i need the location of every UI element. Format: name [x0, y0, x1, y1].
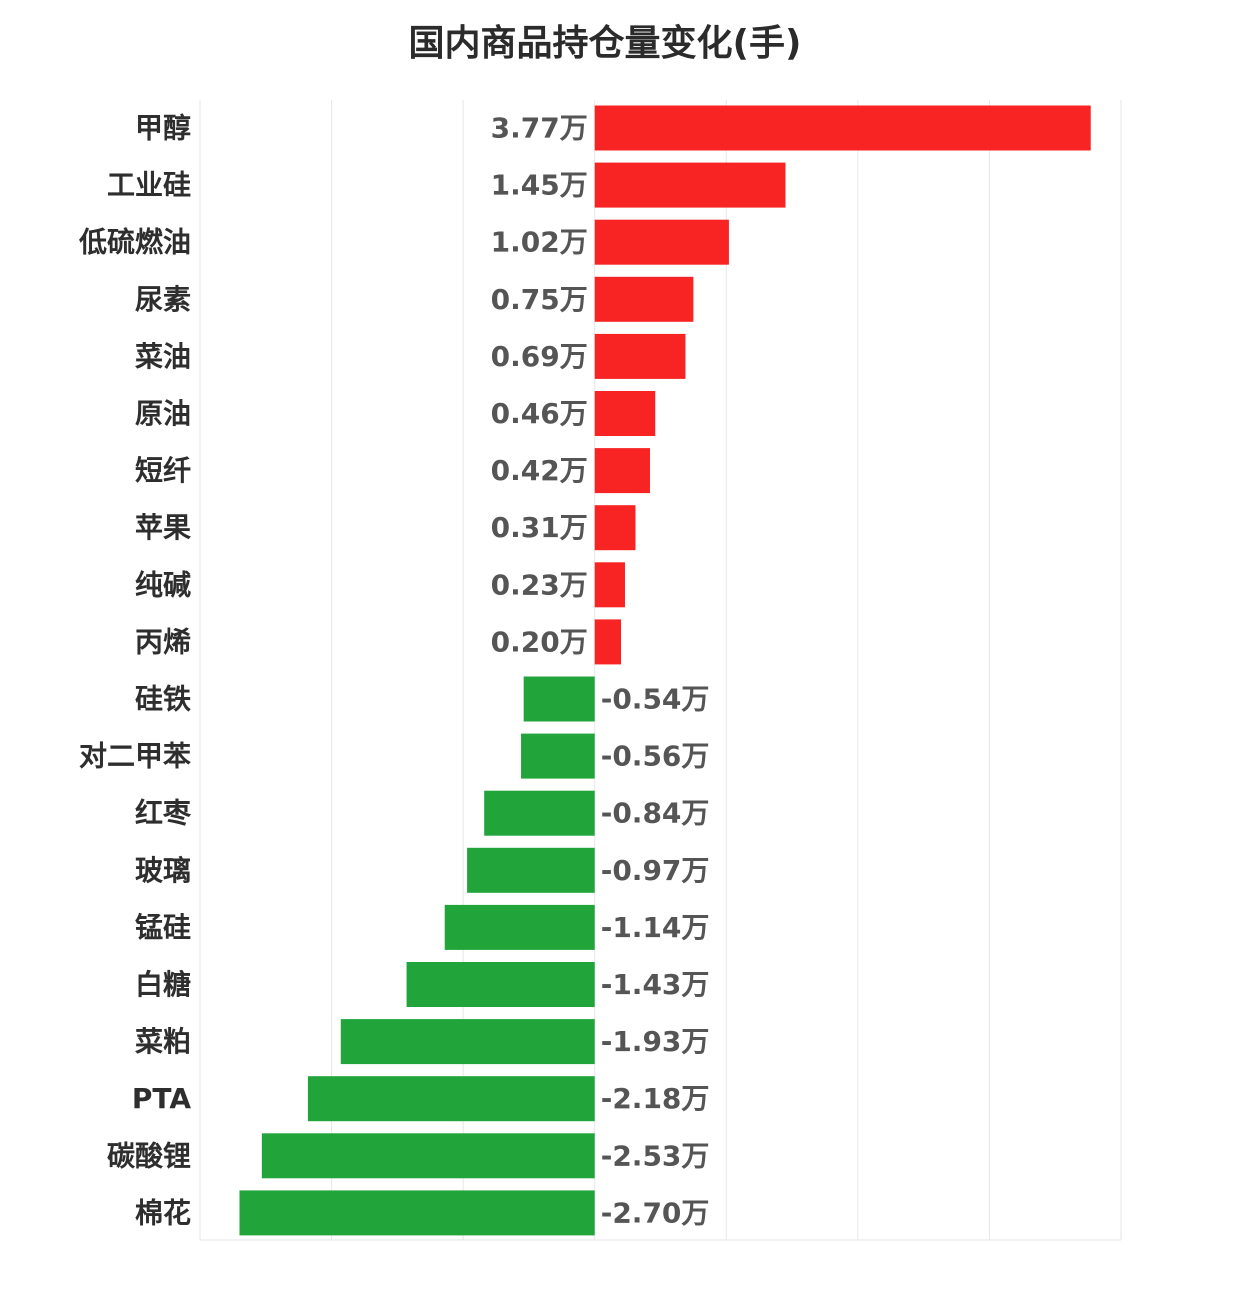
bar — [467, 847, 595, 893]
bar — [239, 1190, 595, 1236]
bar — [594, 448, 650, 494]
category-label: 甲醇 — [135, 112, 191, 145]
bar — [340, 1019, 595, 1065]
bar — [444, 904, 595, 950]
bar — [594, 333, 686, 379]
data-label: 0.42万 — [491, 454, 588, 487]
bar — [594, 162, 786, 208]
data-label: 0.31万 — [491, 511, 588, 544]
grid-lines — [199, 100, 1122, 1241]
bar — [406, 962, 595, 1007]
bars — [239, 105, 1091, 1236]
category-label: 锰硅 — [135, 911, 191, 944]
category-label: 菜油 — [135, 340, 191, 373]
bar — [261, 1133, 595, 1179]
bar — [594, 619, 622, 665]
category-label: 纯碱 — [135, 568, 191, 601]
category-label: 棉花 — [135, 1196, 191, 1229]
data-label: 1.45万 — [491, 169, 588, 202]
category-label: 菜粕 — [135, 1025, 191, 1058]
category-label: PTA — [132, 1082, 191, 1115]
data-label: 0.75万 — [491, 283, 588, 316]
bar — [594, 391, 656, 436]
data-label: -1.14万 — [601, 911, 710, 944]
data-label: -2.70万 — [601, 1196, 710, 1229]
bar — [594, 219, 729, 265]
category-label: 苹果 — [135, 511, 191, 544]
category-label: 丙烯 — [135, 625, 191, 658]
bar — [594, 562, 625, 608]
category-label: 白糖 — [135, 968, 191, 1001]
chart-title: 国内商品持仓量变化(手) — [408, 23, 802, 64]
data-label: -0.56万 — [601, 740, 710, 773]
bar — [594, 105, 1091, 151]
data-label: -0.54万 — [601, 683, 710, 716]
category-label: 对二甲苯 — [79, 740, 191, 773]
category-label: 低硫燃油 — [78, 226, 191, 259]
bar — [521, 733, 595, 779]
bar — [523, 676, 595, 722]
category-label: 红枣 — [135, 797, 192, 830]
bar — [307, 1076, 595, 1122]
data-label: -1.93万 — [601, 1025, 710, 1058]
data-label: -1.43万 — [601, 968, 710, 1001]
bar — [594, 505, 636, 551]
data-label: 0.23万 — [491, 568, 588, 601]
category-label: 硅铁 — [135, 683, 191, 716]
category-label: 短纤 — [135, 454, 191, 487]
data-label: -2.53万 — [601, 1139, 710, 1172]
data-label: -2.18万 — [601, 1082, 710, 1115]
category-label: 尿素 — [135, 283, 191, 316]
data-label: 0.20万 — [491, 625, 588, 658]
data-label: 0.46万 — [491, 397, 588, 430]
category-label: 玻璃 — [135, 854, 191, 887]
bar — [484, 790, 595, 836]
data-label: 0.69万 — [491, 340, 588, 373]
data-label: 1.02万 — [491, 226, 588, 259]
category-label: 原油 — [135, 397, 191, 430]
bar — [594, 276, 694, 322]
data-label: 3.77万 — [491, 112, 588, 145]
data-label: -0.84万 — [601, 797, 710, 830]
category-label: 碳酸锂 — [107, 1139, 191, 1172]
category-label: 工业硅 — [107, 169, 191, 202]
data-label: -0.97万 — [601, 854, 710, 887]
